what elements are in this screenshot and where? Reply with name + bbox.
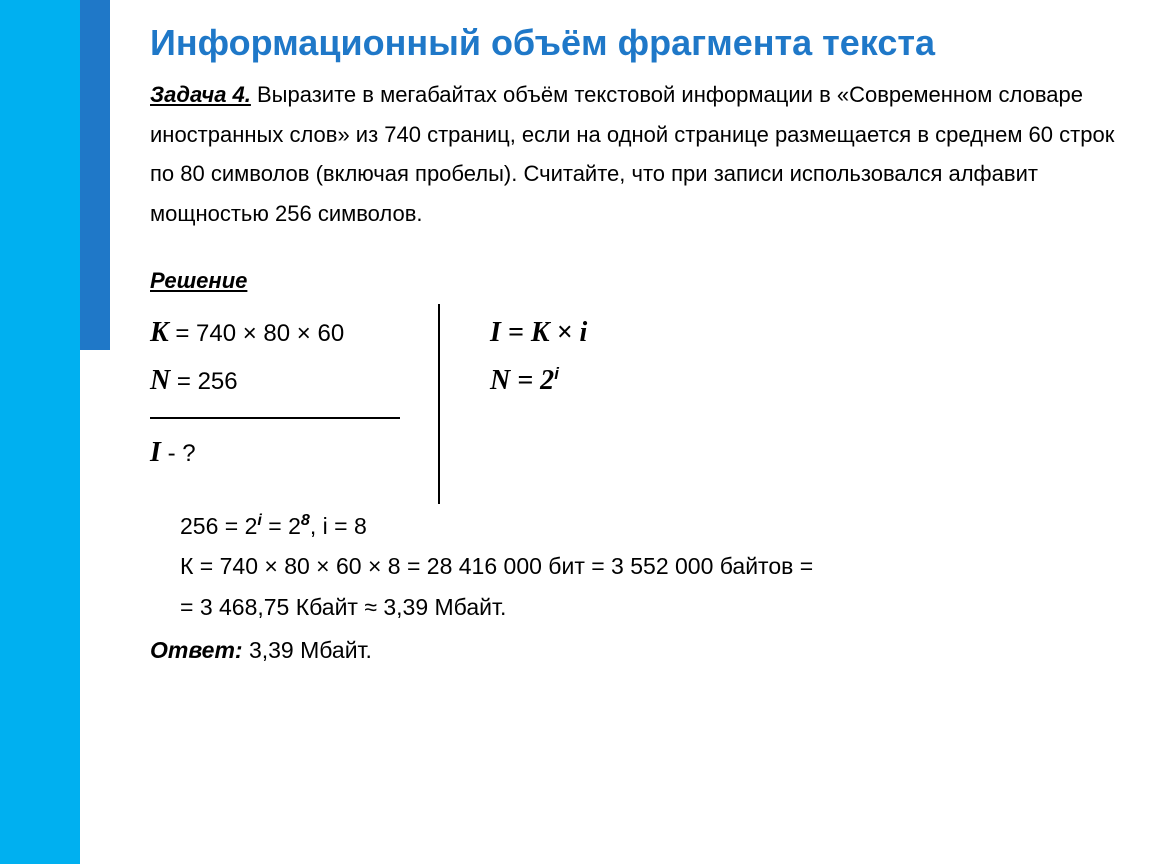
- problem-text: Выразите в мегабайтах объём текстовой ин…: [150, 82, 1114, 226]
- work-line-1: 256 = 2i = 28, i = 8: [180, 506, 1120, 546]
- given-k: K = 740 × 80 × 60: [150, 309, 400, 357]
- work-line-3: = 3 468,75 Кбайт ≈ 3,39 Мбайт.: [180, 587, 1120, 627]
- sidebar-blue: [80, 0, 110, 350]
- work-line-2: К = 740 × 80 × 60 × 8 = 28 416 000 бит =…: [180, 546, 1120, 586]
- solution-work: 256 = 2i = 28, i = 8 К = 740 × 80 × 60 ×…: [180, 506, 1120, 627]
- given-divider: [150, 417, 400, 419]
- formulas: I = K × i N = 2i: [490, 309, 587, 404]
- answer-text: 3,39 Мбайт.: [243, 637, 372, 663]
- answer: Ответ: 3,39 Мбайт.: [150, 637, 1120, 664]
- answer-label: Ответ:: [150, 637, 243, 663]
- given-block: K = 740 × 80 × 60 N = 256 I - ? I = K × …: [150, 309, 1120, 476]
- slide-title: Информационный объём фрагмента текста: [150, 20, 1120, 65]
- problem-statement: Задача 4. Выразите в мегабайтах объём те…: [150, 75, 1120, 233]
- sidebar-cyan: [0, 0, 80, 864]
- given-n: N = 256: [150, 357, 400, 405]
- given-vline: [438, 304, 440, 504]
- given-left: K = 740 × 80 × 60 N = 256 I - ?: [150, 309, 440, 476]
- formula-i: I = K × i: [490, 309, 587, 357]
- formula-n: N = 2i: [490, 357, 587, 405]
- given-find: I - ?: [150, 429, 400, 477]
- problem-label: Задача 4.: [150, 82, 251, 107]
- solution-label: Решение: [150, 268, 1120, 294]
- slide-content: Информационный объём фрагмента текста За…: [150, 20, 1120, 664]
